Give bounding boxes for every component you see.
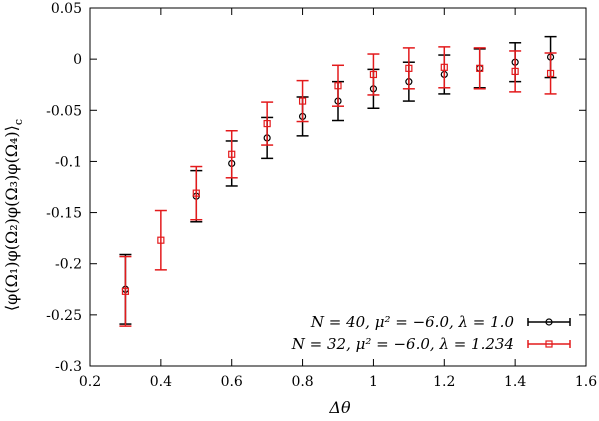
y-tick-label: 0.05 bbox=[51, 1, 82, 17]
square-marker bbox=[334, 82, 342, 90]
legend-circle-marker bbox=[545, 318, 553, 326]
x-tick-label: 0.2 bbox=[79, 374, 101, 390]
y-tick-label: -0.05 bbox=[46, 103, 82, 119]
data-point bbox=[225, 129, 238, 179]
data-point bbox=[332, 64, 344, 107]
square-marker bbox=[263, 119, 271, 128]
data-point bbox=[261, 101, 274, 146]
data-point bbox=[438, 46, 451, 89]
data-point bbox=[190, 165, 203, 221]
data-point bbox=[544, 52, 557, 95]
square-marker bbox=[298, 97, 307, 105]
plot-border bbox=[89, 7, 587, 367]
square-marker bbox=[405, 64, 413, 72]
data-marks bbox=[119, 35, 557, 327]
y-tick-label: -0.15 bbox=[46, 206, 82, 222]
data-point bbox=[119, 255, 132, 327]
data-point bbox=[296, 79, 309, 123]
square-marker bbox=[157, 236, 165, 244]
data-point bbox=[402, 47, 415, 90]
series-2 bbox=[119, 46, 557, 327]
legend-swatches bbox=[527, 318, 571, 348]
legend-swatch-series-2 bbox=[527, 340, 571, 348]
x-tick-label: 1 bbox=[369, 374, 378, 390]
x-tick-label: 1.6 bbox=[575, 374, 597, 390]
square-marker bbox=[228, 150, 236, 158]
square-marker bbox=[369, 70, 378, 79]
square-marker bbox=[546, 69, 555, 78]
plot-frame bbox=[89, 7, 587, 367]
x-tick-label: 0.8 bbox=[291, 374, 313, 390]
x-axis-label: Δθ bbox=[328, 398, 351, 417]
x-tick-label: 1.4 bbox=[504, 374, 526, 390]
data-point bbox=[473, 47, 486, 90]
legend-label-series-1: N = 40, μ² = −6.0, λ = 1.0 bbox=[310, 313, 515, 331]
axis-ticks: 0.2 0.4 0.6 0.8 1 1.2 1.4 1.6 -0.3 -0.25 -0.2 -0.15… bbox=[46, 1, 597, 390]
square-marker bbox=[121, 287, 130, 295]
y-tick-label: -0.1 bbox=[55, 154, 82, 170]
x-tick-label: 0.6 bbox=[221, 374, 243, 390]
data-point bbox=[367, 53, 380, 96]
y-tick-label: 0 bbox=[73, 52, 82, 68]
y-axis-label: ⟨φ(Ω₁)φ(Ω₂)φ(Ω₃)φ(Ω₄)⟩c bbox=[2, 119, 25, 311]
y-axis-label-group: ⟨φ(Ω₁)φ(Ω₂)φ(Ω₃)φ(Ω₄)⟩c bbox=[2, 119, 25, 311]
x-tick-label: 0.4 bbox=[150, 374, 172, 390]
square-marker bbox=[511, 67, 519, 76]
square-marker bbox=[476, 64, 484, 72]
y-axis-label-subscript: c bbox=[12, 119, 25, 125]
data-point bbox=[154, 209, 167, 271]
square-marker bbox=[192, 189, 200, 197]
y-tick-label: -0.25 bbox=[46, 308, 82, 324]
legend-swatch-series-1 bbox=[527, 318, 571, 326]
legend: N = 40, μ² = −6.0, λ = 1.0 N = 32, μ² = … bbox=[291, 313, 571, 353]
square-marker bbox=[440, 63, 448, 71]
legend-label-series-2: N = 32, μ² = −6.0, λ = 1.234 bbox=[291, 335, 514, 353]
y-tick-label: -0.3 bbox=[55, 359, 82, 375]
y-axis-label-main: ⟨φ(Ω₁)φ(Ω₂)φ(Ω₃)φ(Ω₄)⟩ bbox=[2, 125, 21, 311]
x-tick-label: 1.2 bbox=[433, 374, 455, 390]
data-point bbox=[509, 50, 522, 93]
y-tick-label: -0.2 bbox=[55, 257, 82, 273]
legend-square-marker bbox=[545, 340, 553, 348]
